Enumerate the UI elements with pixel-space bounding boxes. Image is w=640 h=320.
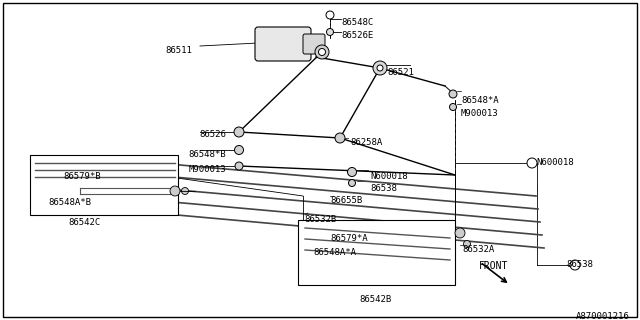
FancyBboxPatch shape: [255, 27, 311, 61]
Circle shape: [315, 45, 329, 59]
Circle shape: [348, 167, 356, 177]
Circle shape: [377, 65, 383, 71]
Text: N600018: N600018: [370, 172, 408, 181]
Text: 86532A: 86532A: [462, 245, 494, 254]
Circle shape: [463, 241, 470, 247]
Text: 86511: 86511: [165, 46, 192, 55]
Text: 86542B: 86542B: [359, 295, 391, 304]
Circle shape: [449, 90, 457, 98]
Text: M900013: M900013: [461, 109, 499, 118]
Text: 86548A*A: 86548A*A: [313, 248, 356, 257]
Text: 86579*A: 86579*A: [330, 234, 367, 243]
Text: 86538: 86538: [566, 260, 593, 269]
Circle shape: [455, 228, 465, 238]
Circle shape: [449, 103, 456, 110]
Text: A870001216: A870001216: [576, 312, 630, 320]
Text: 86548*B: 86548*B: [188, 150, 226, 159]
Circle shape: [326, 28, 333, 36]
Circle shape: [234, 127, 244, 137]
Circle shape: [182, 188, 189, 195]
Circle shape: [570, 260, 580, 270]
Circle shape: [326, 11, 334, 19]
Text: 86548C: 86548C: [341, 18, 373, 27]
FancyBboxPatch shape: [303, 34, 325, 54]
Text: N600018: N600018: [536, 158, 573, 167]
Text: 86538: 86538: [370, 184, 397, 193]
Text: 86548A*B: 86548A*B: [48, 198, 91, 207]
Circle shape: [335, 133, 345, 143]
Text: 86526E: 86526E: [341, 31, 373, 40]
Bar: [30, 155, 178, 215]
Circle shape: [319, 49, 326, 55]
Text: M900013: M900013: [188, 165, 226, 174]
Circle shape: [234, 146, 243, 155]
Text: 86521: 86521: [387, 68, 414, 77]
Bar: [298, 220, 455, 285]
Circle shape: [527, 158, 537, 168]
Circle shape: [349, 180, 355, 187]
Text: 86258A: 86258A: [350, 138, 382, 147]
Text: 86542C: 86542C: [68, 218, 100, 227]
Circle shape: [373, 61, 387, 75]
Text: 86579*B: 86579*B: [63, 172, 100, 181]
Circle shape: [170, 186, 180, 196]
Circle shape: [235, 162, 243, 170]
Text: 86532B: 86532B: [304, 215, 336, 224]
Text: 86548*A: 86548*A: [461, 96, 499, 105]
Text: 86526: 86526: [199, 130, 226, 139]
Text: 86655B: 86655B: [330, 196, 362, 205]
Text: FRONT: FRONT: [479, 261, 508, 271]
